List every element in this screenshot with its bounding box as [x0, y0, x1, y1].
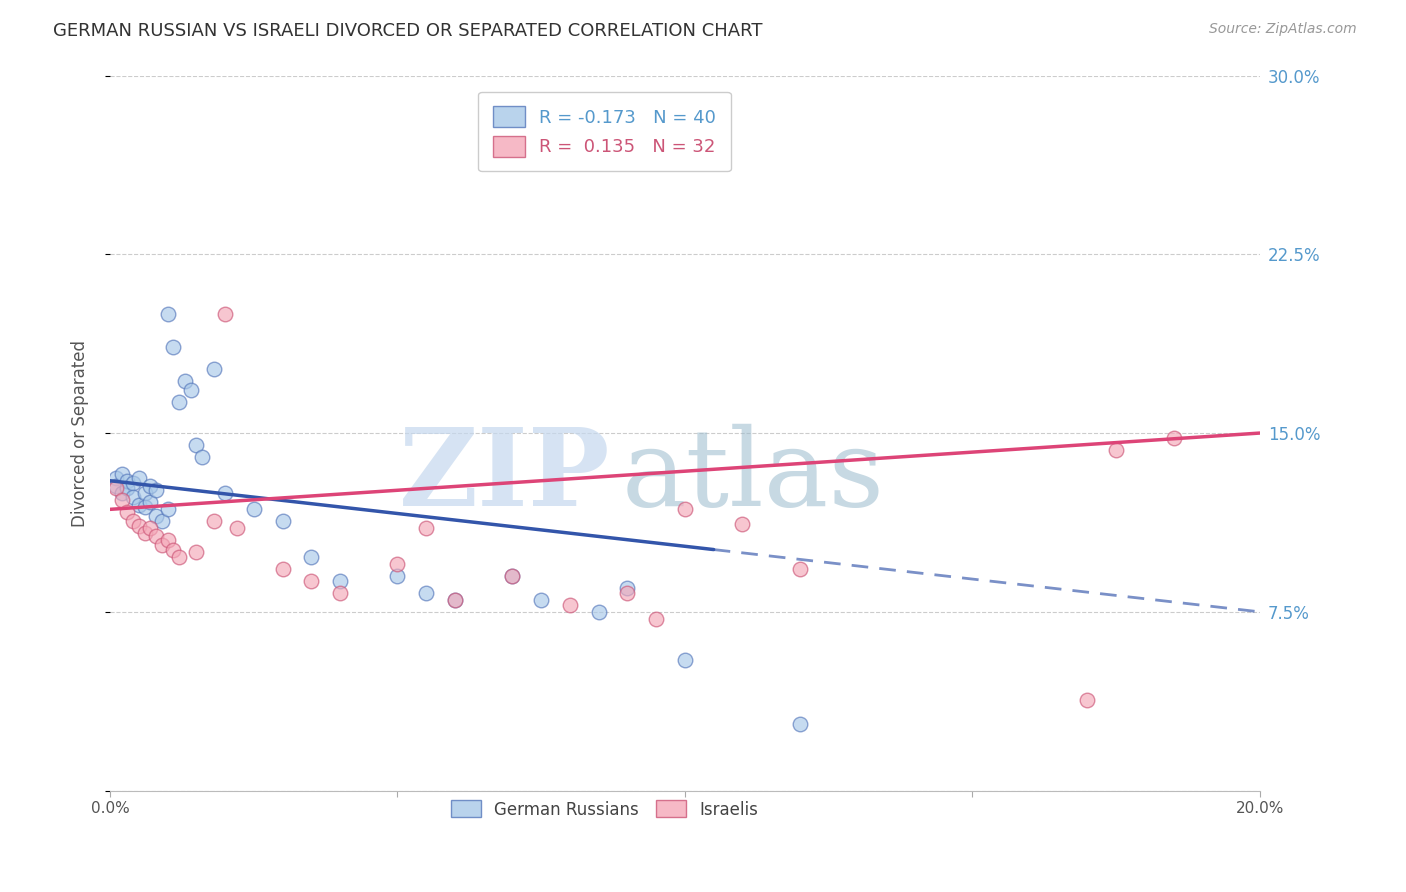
- Point: [134, 500, 156, 514]
- Text: ZIP: ZIP: [399, 423, 610, 529]
- Point: [173, 374, 195, 388]
- Point: [202, 361, 225, 376]
- Point: [271, 514, 294, 528]
- Point: [558, 598, 581, 612]
- Point: [225, 521, 247, 535]
- Point: [145, 528, 167, 542]
- Point: [271, 562, 294, 576]
- Point: [645, 612, 668, 626]
- Point: [186, 545, 208, 559]
- Point: [139, 495, 162, 509]
- Point: [139, 521, 162, 535]
- Point: [110, 485, 132, 500]
- Point: [673, 652, 696, 666]
- Point: [789, 717, 811, 731]
- Point: [167, 549, 190, 564]
- Point: [156, 307, 179, 321]
- Point: [156, 502, 179, 516]
- Point: [122, 491, 145, 505]
- Point: [1163, 431, 1185, 445]
- Point: [122, 514, 145, 528]
- Point: [128, 498, 150, 512]
- Point: [134, 526, 156, 541]
- Point: [1076, 693, 1098, 707]
- Point: [110, 492, 132, 507]
- Point: [117, 481, 139, 495]
- Point: [387, 557, 409, 571]
- Point: [150, 538, 173, 552]
- Point: [444, 593, 467, 607]
- Point: [122, 476, 145, 491]
- Y-axis label: Divorced or Separated: Divorced or Separated: [72, 340, 89, 526]
- Point: [139, 478, 162, 492]
- Point: [162, 542, 184, 557]
- Point: [789, 562, 811, 576]
- Text: GERMAN RUSSIAN VS ISRAELI DIVORCED OR SEPARATED CORRELATION CHART: GERMAN RUSSIAN VS ISRAELI DIVORCED OR SE…: [53, 22, 763, 40]
- Text: atlas: atlas: [621, 424, 884, 529]
- Point: [186, 438, 208, 452]
- Point: [134, 485, 156, 500]
- Point: [150, 514, 173, 528]
- Point: [299, 549, 322, 564]
- Point: [501, 569, 523, 583]
- Point: [616, 586, 638, 600]
- Point: [299, 574, 322, 588]
- Point: [588, 605, 610, 619]
- Point: [145, 509, 167, 524]
- Point: [731, 516, 754, 531]
- Point: [202, 514, 225, 528]
- Point: [673, 502, 696, 516]
- Point: [415, 586, 437, 600]
- Point: [128, 519, 150, 533]
- Point: [329, 586, 352, 600]
- Point: [214, 307, 236, 321]
- Point: [162, 340, 184, 354]
- Point: [104, 478, 127, 492]
- Point: [415, 521, 437, 535]
- Point: [191, 450, 214, 464]
- Point: [387, 569, 409, 583]
- Point: [117, 505, 139, 519]
- Point: [145, 483, 167, 498]
- Point: [167, 395, 190, 409]
- Point: [1105, 442, 1128, 457]
- Point: [117, 474, 139, 488]
- Point: [110, 467, 132, 481]
- Text: Source: ZipAtlas.com: Source: ZipAtlas.com: [1209, 22, 1357, 37]
- Point: [214, 485, 236, 500]
- Legend: German Russians, Israelis: German Russians, Israelis: [444, 794, 765, 825]
- Point: [156, 533, 179, 548]
- Point: [128, 471, 150, 485]
- Point: [104, 481, 127, 495]
- Point: [104, 471, 127, 485]
- Point: [329, 574, 352, 588]
- Point: [530, 593, 553, 607]
- Point: [444, 593, 467, 607]
- Point: [180, 383, 202, 397]
- Point: [242, 502, 264, 516]
- Point: [616, 581, 638, 595]
- Point: [501, 569, 523, 583]
